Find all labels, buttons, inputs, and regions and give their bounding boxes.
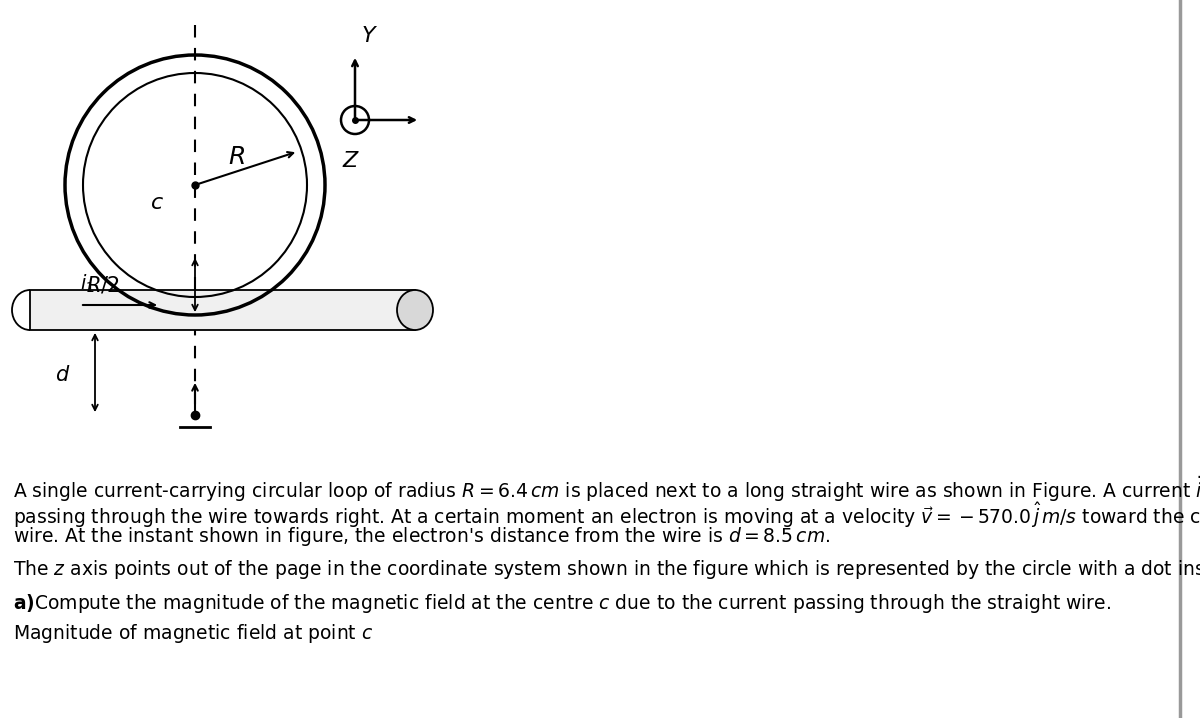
Text: $d$: $d$	[55, 365, 70, 385]
Text: $c$: $c$	[150, 192, 164, 214]
Text: $R/2$: $R/2$	[86, 274, 120, 296]
Text: The $z$ axis points out of the page in the coordinate system shown in the figure: The $z$ axis points out of the page in t…	[13, 558, 1200, 581]
Ellipse shape	[397, 290, 433, 330]
Text: wire. At the instant shown in figure, the electron's distance from the wire is $: wire. At the instant shown in figure, th…	[13, 525, 830, 548]
Text: $\mathbf{a)}$Compute the magnitude of the magnetic field at the centre $c$ due t: $\mathbf{a)}$Compute the magnitude of th…	[13, 592, 1111, 615]
Text: Magnitude of magnetic field at point $c$: Magnitude of magnetic field at point $c$	[13, 622, 373, 645]
Text: A single current-carrying circular loop of radius $R = 6.4\,cm$ is placed next t: A single current-carrying circular loop …	[13, 475, 1200, 505]
Text: $Y$: $Y$	[361, 25, 378, 47]
Text: $R$: $R$	[228, 146, 246, 169]
Text: $i_1$: $i_1$	[80, 273, 95, 295]
Text: $Z$: $Z$	[342, 150, 360, 172]
Bar	[30, 290, 415, 330]
Text: passing through the wire towards right. At a certain moment an electron is movin: passing through the wire towards right. …	[13, 500, 1200, 530]
